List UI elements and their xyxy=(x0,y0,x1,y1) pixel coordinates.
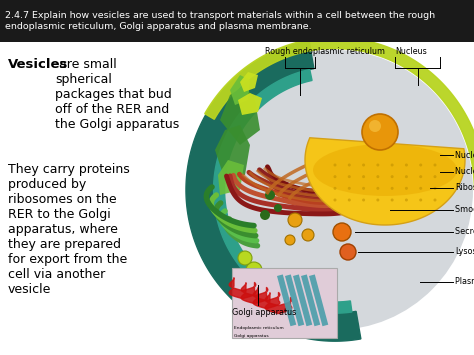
Bar xyxy=(0,0,474,42)
Circle shape xyxy=(434,187,437,190)
Text: Nuclear envelope: Nuclear envelope xyxy=(455,151,474,159)
Circle shape xyxy=(348,175,351,178)
Polygon shape xyxy=(214,70,352,313)
Circle shape xyxy=(334,198,337,202)
Circle shape xyxy=(334,164,337,166)
Circle shape xyxy=(391,198,393,202)
Text: Rough endoplasmic reticulum: Rough endoplasmic reticulum xyxy=(265,47,385,56)
Text: Golgi apparatus: Golgi apparatus xyxy=(232,308,296,317)
Circle shape xyxy=(434,164,437,166)
Bar xyxy=(277,274,296,326)
Polygon shape xyxy=(238,93,262,115)
Text: Nucleus: Nucleus xyxy=(395,47,427,56)
Circle shape xyxy=(302,229,314,241)
Circle shape xyxy=(362,187,365,190)
Circle shape xyxy=(348,187,351,190)
Polygon shape xyxy=(205,37,474,190)
Circle shape xyxy=(405,187,408,190)
Circle shape xyxy=(434,175,437,178)
Circle shape xyxy=(391,175,393,178)
Circle shape xyxy=(362,114,398,150)
Ellipse shape xyxy=(197,50,473,330)
Circle shape xyxy=(260,210,270,220)
Circle shape xyxy=(419,175,422,178)
Circle shape xyxy=(434,198,437,202)
Bar xyxy=(293,274,312,326)
Polygon shape xyxy=(186,41,361,341)
Circle shape xyxy=(362,198,365,202)
Circle shape xyxy=(333,223,351,241)
Circle shape xyxy=(419,187,422,190)
Text: Vesicles: Vesicles xyxy=(8,58,68,71)
Text: They carry proteins
produced by
ribosomes on the
RER to the Golgi
apparatus, whe: They carry proteins produced by ribosome… xyxy=(8,163,130,296)
Circle shape xyxy=(362,164,365,166)
Text: Nuclear pore: Nuclear pore xyxy=(455,168,474,176)
Text: Ribosomes: Ribosomes xyxy=(455,184,474,192)
Circle shape xyxy=(348,164,351,166)
Text: Golgi apparatus: Golgi apparatus xyxy=(234,334,269,338)
Text: are small
spherical
packages that bud
off of the RER and
the Golgi apparatus: are small spherical packages that bud of… xyxy=(55,58,179,131)
Circle shape xyxy=(265,190,275,200)
Circle shape xyxy=(288,213,302,227)
Text: 2.4.7 Explain how vesicles are used to transport materials within a cell between: 2.4.7 Explain how vesicles are used to t… xyxy=(5,11,435,31)
Polygon shape xyxy=(240,72,258,92)
Bar xyxy=(301,274,320,326)
Circle shape xyxy=(376,187,379,190)
Circle shape xyxy=(419,198,422,202)
Circle shape xyxy=(405,198,408,202)
Circle shape xyxy=(376,198,379,202)
Circle shape xyxy=(405,164,408,166)
Circle shape xyxy=(369,120,381,132)
Circle shape xyxy=(242,274,254,286)
Circle shape xyxy=(334,175,337,178)
Text: Lysosome: Lysosome xyxy=(455,247,474,257)
Circle shape xyxy=(376,175,379,178)
Bar xyxy=(285,274,304,326)
Circle shape xyxy=(246,262,262,278)
Bar xyxy=(232,268,337,338)
Circle shape xyxy=(285,235,295,245)
Text: Endoplasmic reticulum: Endoplasmic reticulum xyxy=(234,326,283,330)
Polygon shape xyxy=(220,85,260,145)
Circle shape xyxy=(274,204,282,212)
Circle shape xyxy=(334,187,337,190)
Circle shape xyxy=(376,164,379,166)
Circle shape xyxy=(419,164,422,166)
Circle shape xyxy=(391,187,393,190)
Ellipse shape xyxy=(313,144,457,196)
Circle shape xyxy=(405,175,408,178)
Text: Smooth endoplasmic reticulum: Smooth endoplasmic reticulum xyxy=(455,206,474,214)
Circle shape xyxy=(348,198,351,202)
Polygon shape xyxy=(218,160,244,195)
Polygon shape xyxy=(215,125,250,180)
Circle shape xyxy=(391,164,393,166)
Circle shape xyxy=(340,244,356,260)
Text: Plasma membrane: Plasma membrane xyxy=(455,278,474,286)
Circle shape xyxy=(362,175,365,178)
Circle shape xyxy=(238,251,252,265)
Polygon shape xyxy=(230,75,250,105)
Polygon shape xyxy=(305,138,465,225)
Text: Secretory Vesicle: Secretory Vesicle xyxy=(455,228,474,236)
Bar xyxy=(309,274,328,326)
